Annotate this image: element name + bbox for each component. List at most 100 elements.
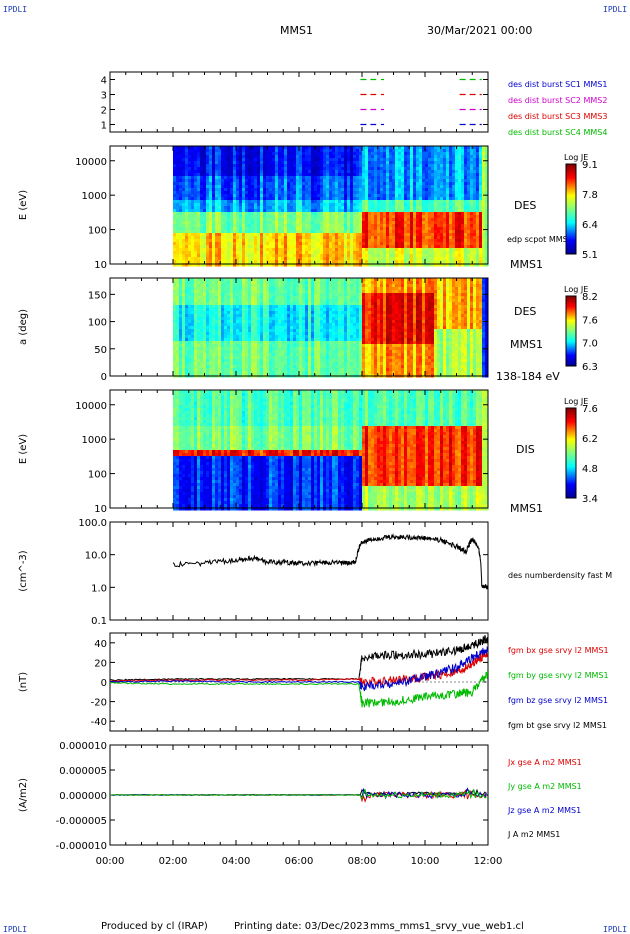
des-energy-cell: [371, 230, 375, 234]
des-energy-cell: [197, 182, 201, 186]
des-energy-cell: [176, 200, 180, 204]
des-energy-cell: [353, 167, 357, 171]
des-energy-cell: [245, 188, 249, 192]
des-energy-cell: [224, 215, 228, 219]
des-energy-cell: [275, 176, 279, 180]
des-energy-cell: [212, 248, 216, 252]
des-energy-cell: [455, 254, 459, 258]
des-energy-cell: [329, 197, 333, 201]
des-energy-cell: [482, 194, 486, 198]
des-pitch-cell: [197, 287, 201, 291]
des-energy-cell: [458, 167, 462, 171]
des-energy-cell: [272, 224, 276, 228]
des-energy-cell: [356, 257, 360, 261]
des-energy-cell: [359, 146, 363, 150]
des-energy-cell: [392, 251, 396, 255]
des-energy-cell: [194, 248, 198, 252]
des-energy-cell: [431, 200, 435, 204]
des-energy-cell: [473, 260, 477, 264]
des-energy-cell: [422, 239, 426, 243]
des-energy-cell: [221, 212, 225, 216]
des-energy-cell: [353, 194, 357, 198]
des-energy-cell: [287, 194, 291, 198]
des-energy-cell: [431, 212, 435, 216]
des-energy-cell: [290, 176, 294, 180]
des-pitch-cell: [179, 290, 183, 294]
des-energy-cell: [479, 230, 483, 234]
des-energy-cell: [275, 230, 279, 234]
des-energy-cell: [443, 155, 447, 159]
des-energy-cell: [182, 200, 186, 204]
des-pitch-cell: [215, 296, 219, 300]
des-energy-cell: [416, 158, 420, 162]
des-energy-cell: [404, 248, 408, 252]
des-energy-cell: [326, 248, 330, 252]
des-energy-cell: [305, 146, 309, 150]
des-energy-cell: [440, 179, 444, 183]
des-energy-cell: [221, 167, 225, 171]
des-energy-cell: [194, 200, 198, 204]
des-energy-cell: [392, 188, 396, 192]
des-energy-cell: [182, 242, 186, 246]
des-energy-cell: [482, 149, 486, 153]
des-energy-cell: [176, 197, 180, 201]
des-energy-cell: [326, 188, 330, 192]
des-pitch-cell: [200, 359, 204, 363]
des-energy-cell: [173, 146, 177, 150]
des-energy-cell: [368, 149, 372, 153]
des-energy-cell: [263, 248, 267, 252]
des-energy-cell: [440, 248, 444, 252]
des-energy-cell: [374, 263, 378, 267]
des-energy-cell: [185, 191, 189, 195]
des-energy-cell: [218, 209, 222, 213]
des-energy-cell: [455, 152, 459, 156]
des-energy-cell: [182, 224, 186, 228]
des-energy-cell: [449, 161, 453, 165]
des-energy-cell: [434, 164, 438, 168]
des-energy-cell: [392, 209, 396, 213]
des-energy-cell: [176, 185, 180, 189]
des-energy-cell: [440, 188, 444, 192]
des-energy-cell: [296, 155, 300, 159]
des-energy-cell: [182, 251, 186, 255]
des-energy-cell: [218, 215, 222, 219]
des-energy-cell: [338, 227, 342, 231]
des-energy-cell: [311, 254, 315, 258]
des-energy-cell: [365, 236, 369, 240]
des-pitch-cell: [176, 302, 180, 306]
des-energy-cell: [302, 179, 306, 183]
des-energy-cell: [386, 146, 390, 150]
des-energy-cell: [440, 161, 444, 165]
des-energy-cell: [437, 146, 441, 150]
des-energy-cell: [308, 179, 312, 183]
des-energy-cell: [173, 227, 177, 231]
des-energy-cell: [257, 248, 261, 252]
des-energy-cell: [275, 194, 279, 198]
des-pitch-cell: [209, 359, 213, 363]
des-energy-cell: [362, 185, 366, 189]
des-pitch-cell: [221, 368, 225, 372]
des-energy-cell: [284, 260, 288, 264]
des-energy-cell: [335, 194, 339, 198]
des-pitch-cell: [173, 299, 177, 303]
des-energy-cell: [362, 164, 366, 168]
des-energy-cell: [299, 221, 303, 225]
des-energy-cell: [188, 203, 192, 207]
des-energy-cell: [482, 227, 486, 231]
des-energy-cell: [182, 188, 186, 192]
des-energy-cell: [425, 260, 429, 264]
des-energy-cell: [482, 257, 486, 261]
des-energy-cell: [197, 203, 201, 207]
des-energy-cell: [377, 194, 381, 198]
des-energy-cell: [320, 158, 324, 162]
des-energy-cell: [446, 203, 450, 207]
des-energy-cell: [374, 161, 378, 165]
des-energy-cell: [188, 221, 192, 225]
des-energy-cell: [203, 203, 207, 207]
des-pitch-cell: [179, 302, 183, 306]
des-energy-cell: [368, 209, 372, 213]
des-energy-cell: [335, 212, 339, 216]
des-energy-cell: [197, 161, 201, 165]
des-energy-cell: [383, 176, 387, 180]
des-pitch-cell: [224, 338, 228, 342]
